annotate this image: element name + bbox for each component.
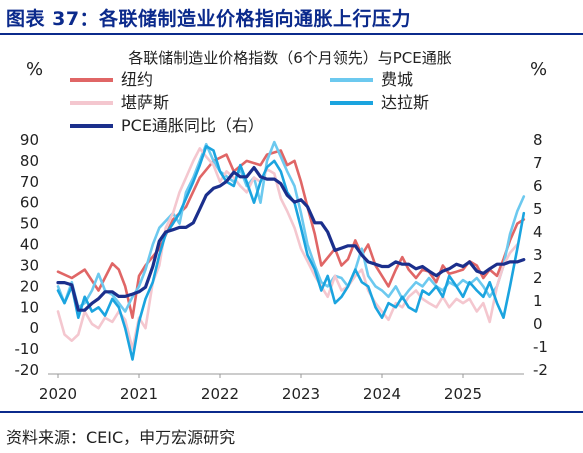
series-line-1	[56, 140, 526, 313]
legend-label: 达拉斯	[381, 93, 429, 112]
legend-label: 堪萨斯	[121, 93, 169, 112]
left-tick-label: -20	[15, 361, 40, 379]
bottom-rule	[0, 411, 583, 413]
right-tick-label: 7	[533, 154, 543, 172]
left-tick-label: 70	[20, 173, 39, 191]
left-tick-label: 80	[20, 152, 39, 170]
legend-label: 费城	[381, 70, 413, 89]
right-tick-label: 6	[533, 177, 543, 195]
series-line-2	[56, 147, 519, 351]
left-tick-label: 20	[20, 277, 39, 295]
right-tick-label: -1	[533, 338, 548, 356]
left-tick-label: 60	[20, 194, 39, 212]
left-tick-label: -10	[15, 340, 40, 358]
left-tick-label: 30	[20, 256, 39, 274]
left-tick-label: 40	[20, 236, 39, 254]
left-tick-label: 50	[20, 215, 39, 233]
x-tick-label: 2022	[201, 385, 239, 403]
x-tick-label: 2021	[120, 385, 158, 403]
series-line-0	[56, 149, 526, 319]
right-unit-label: %	[530, 59, 547, 80]
right-tick-label: 1	[533, 292, 543, 310]
series-line-4	[56, 166, 526, 312]
chart-title: 各联储制造业价格指数（6个月领先）与PCE通胀	[128, 49, 452, 67]
right-tick-label: -2	[533, 361, 548, 379]
source-note: 资料来源：CEIC，申万宏源研究	[6, 428, 236, 447]
legend-label: 纽约	[121, 70, 153, 89]
left-tick-label: 90	[20, 131, 39, 149]
x-tick-label: 2025	[444, 385, 482, 403]
figure-title: 图表 37：各联储制造业价格指向通胀上行压力	[6, 8, 412, 30]
right-tick-label: 2	[533, 269, 543, 287]
right-tick-label: 0	[533, 315, 543, 333]
right-tick-label: 5	[533, 200, 543, 218]
x-tick-label: 2020	[39, 385, 77, 403]
left-tick-label: 10	[20, 298, 39, 316]
left-unit-label: %	[26, 59, 43, 80]
legend-label: PCE通胀同比（右）	[121, 116, 264, 135]
right-tick-label: 4	[533, 223, 543, 241]
x-tick-label: 2023	[282, 385, 320, 403]
x-tick-label: 2024	[363, 385, 401, 403]
right-tick-label: 3	[533, 246, 543, 264]
axes: 9080706050403020100-10-20876543210-1-220…	[15, 131, 548, 403]
series-lines	[56, 140, 526, 361]
right-tick-label: 8	[533, 131, 543, 149]
left-tick-label: 0	[29, 319, 39, 337]
title-rule	[0, 33, 583, 35]
